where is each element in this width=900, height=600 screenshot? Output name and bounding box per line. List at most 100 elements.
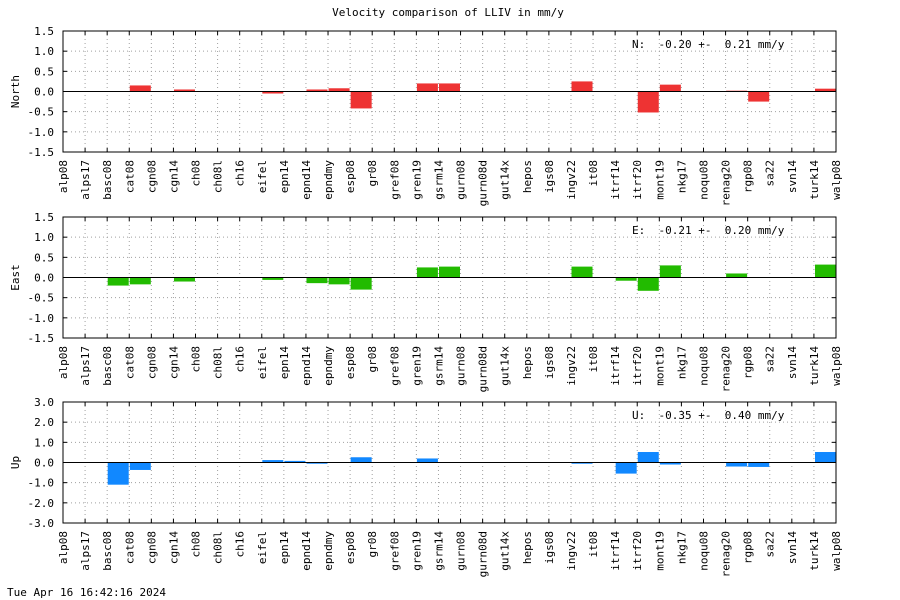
x-tick-label: alp08 [57, 346, 70, 379]
y-tick-label: -1.0 [28, 126, 55, 139]
x-tick-label: renag20 [720, 531, 733, 577]
bar-epnd14 [306, 89, 328, 92]
x-tick-label: noqu08 [697, 346, 710, 386]
x-tick-label: svn14 [786, 160, 799, 193]
stats-annotation: U: -0.35 +- 0.40 mm/y [632, 409, 785, 422]
x-tick-label: esp08 [344, 346, 357, 379]
x-tick-label: ingv22 [565, 531, 578, 571]
x-tick-label: it08 [587, 531, 600, 558]
x-tick-label: gsrm14 [432, 160, 445, 200]
x-tick-label: ch08 [190, 160, 203, 187]
bar-basc08 [107, 277, 129, 286]
y-tick-label: -3.0 [28, 517, 55, 530]
x-tick-label: ch08l [212, 160, 225, 193]
x-tick-label: itrf14 [609, 160, 622, 200]
y-tick-label: 0.0 [34, 86, 54, 99]
x-tick-label: sa22 [764, 531, 777, 558]
x-tick-label: gref08 [388, 160, 401, 200]
x-tick-label: nkg17 [675, 531, 688, 564]
x-tick-label: cgn14 [167, 531, 180, 564]
bar-basc08 [107, 462, 129, 485]
x-tick-label: renag20 [720, 346, 733, 392]
x-tick-label: walp08 [830, 160, 843, 200]
bar-cat08 [129, 85, 151, 92]
bar-rgp08 [748, 91, 770, 102]
bar-eifel [262, 277, 284, 280]
x-tick-label: turk14 [808, 160, 821, 200]
bar-renag20 [726, 273, 748, 278]
x-tick-label: epn14 [278, 346, 291, 379]
bar-gren19 [416, 267, 438, 278]
x-tick-label: turk14 [808, 531, 821, 571]
bar-esp08 [350, 277, 372, 290]
bar-mont19 [659, 84, 681, 92]
x-tick-label: hepos [521, 346, 534, 379]
x-tick-label: ch08l [212, 346, 225, 379]
x-tick-label: gsrm14 [432, 346, 445, 386]
bar-cgn14 [173, 277, 195, 282]
x-tick-label: gurn08d [477, 346, 490, 392]
x-tick-label: cgn08 [145, 531, 158, 564]
x-tick-label: hepos [521, 531, 534, 564]
x-tick-label: eifel [256, 346, 269, 379]
y-tick-label: -1.0 [28, 312, 55, 325]
x-tick-label: rgp08 [742, 160, 755, 193]
x-tick-label: renag20 [720, 160, 733, 206]
x-tick-label: itrf20 [631, 531, 644, 571]
x-tick-label: itrf20 [631, 346, 644, 386]
x-tick-label: gurn08 [455, 531, 468, 571]
x-tick-label: cgn14 [167, 160, 180, 193]
stats-annotation: N: -0.20 +- 0.21 mm/y [632, 38, 785, 51]
x-tick-label: epnd14 [300, 346, 313, 386]
x-tick-label: alps17 [79, 531, 92, 571]
x-tick-label: noqu08 [697, 160, 710, 200]
x-tick-label: basc08 [101, 160, 114, 200]
x-tick-label: epndmy [322, 531, 335, 571]
x-tick-label: mont19 [653, 160, 666, 200]
bar-epndmy [328, 277, 350, 285]
y-axis-label: North [9, 75, 22, 108]
x-tick-label: itrf14 [609, 531, 622, 571]
bar-cgn14 [173, 89, 195, 92]
x-tick-label: rgp08 [742, 531, 755, 564]
x-tick-label: ch16 [234, 531, 247, 558]
y-tick-label: -0.5 [28, 292, 55, 305]
x-tick-label: turk14 [808, 346, 821, 386]
x-tick-label: gurn08d [477, 531, 490, 577]
bar-ingv22 [571, 462, 593, 464]
x-tick-label: nkg17 [675, 160, 688, 193]
bar-epndmy [328, 88, 350, 92]
x-tick-label: gr08 [366, 160, 379, 187]
x-tick-label: epnd14 [300, 531, 313, 571]
x-tick-label: igs08 [543, 160, 556, 193]
x-tick-label: itrf20 [631, 160, 644, 200]
x-tick-label: epn14 [278, 160, 291, 193]
x-tick-label: alp08 [57, 160, 70, 193]
x-tick-label: it08 [587, 346, 600, 373]
bar-epnd14 [306, 462, 328, 464]
x-tick-label: noqu08 [697, 531, 710, 571]
bar-esp08 [350, 91, 372, 109]
bar-itrf20 [637, 277, 659, 291]
bar-ingv22 [571, 266, 593, 278]
bar-itrf20 [637, 91, 659, 113]
x-tick-label: igs08 [543, 346, 556, 379]
x-tick-label: eifel [256, 531, 269, 564]
plot-frame [62, 30, 837, 153]
x-tick-label: hepos [521, 160, 534, 193]
bar-eifel [262, 460, 284, 463]
y-tick-label: -1.5 [28, 332, 55, 345]
y-tick-label: 2.0 [34, 416, 54, 429]
bar-epn14 [284, 460, 306, 463]
y-axis-label: East [9, 264, 22, 291]
x-tick-label: sa22 [764, 346, 777, 373]
x-tick-label: ingv22 [565, 160, 578, 200]
x-tick-label: cat08 [123, 346, 136, 379]
x-tick-label: sa22 [764, 160, 777, 187]
x-tick-label: gurn08d [477, 160, 490, 206]
y-tick-label: 1.0 [34, 45, 54, 58]
x-tick-label: esp08 [344, 160, 357, 193]
x-tick-label: cgn08 [145, 346, 158, 379]
x-tick-label: mont19 [653, 346, 666, 386]
